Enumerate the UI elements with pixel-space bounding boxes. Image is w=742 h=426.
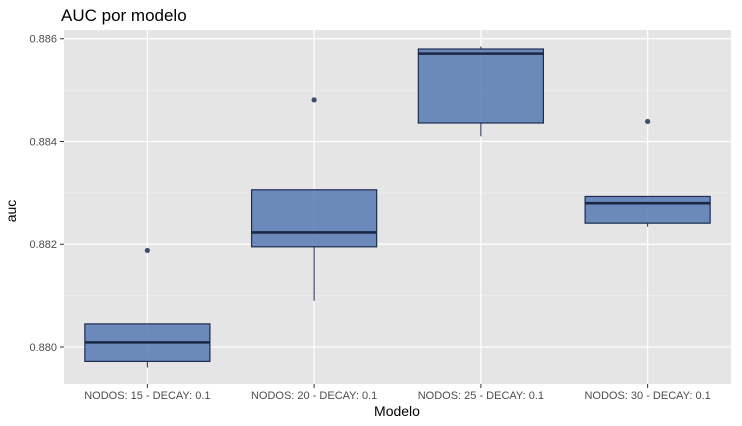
box (417, 48, 545, 124)
box (584, 195, 711, 224)
x-axis: NODOS: 15 - DECAY: 0.1 NODOS: 20 - DECAY:… (84, 384, 711, 402)
y-tick-label: 0.886 (29, 34, 57, 46)
box-group (584, 118, 711, 227)
x-axis-title: Modelo (374, 403, 420, 419)
x-tick-label: NODOS: 20 - DECAY: 0.1 (251, 390, 377, 402)
chart-title: AUC por modelo (61, 6, 187, 25)
outlier-point (645, 118, 651, 125)
outlier-point (144, 247, 150, 254)
y-tick-label: 0.880 (29, 342, 57, 354)
x-tick-label: NODOS: 30 - DECAY: 0.1 (584, 390, 710, 402)
x-tick-label: NODOS: 25 - DECAY: 0.1 (418, 390, 544, 402)
y-axis-title: auc (3, 200, 19, 223)
x-tick-label: NODOS: 15 - DECAY: 0.1 (84, 390, 210, 402)
y-tick-label: 0.882 (29, 239, 57, 251)
box-group (250, 97, 378, 301)
y-axis: 0.880 0.882 0.884 0.886 (29, 34, 64, 354)
box-group (84, 247, 211, 368)
outlier-point (311, 97, 317, 103)
box (250, 189, 378, 248)
y-tick-label: 0.884 (29, 136, 57, 148)
boxes (84, 46, 711, 368)
box-group (417, 46, 545, 137)
